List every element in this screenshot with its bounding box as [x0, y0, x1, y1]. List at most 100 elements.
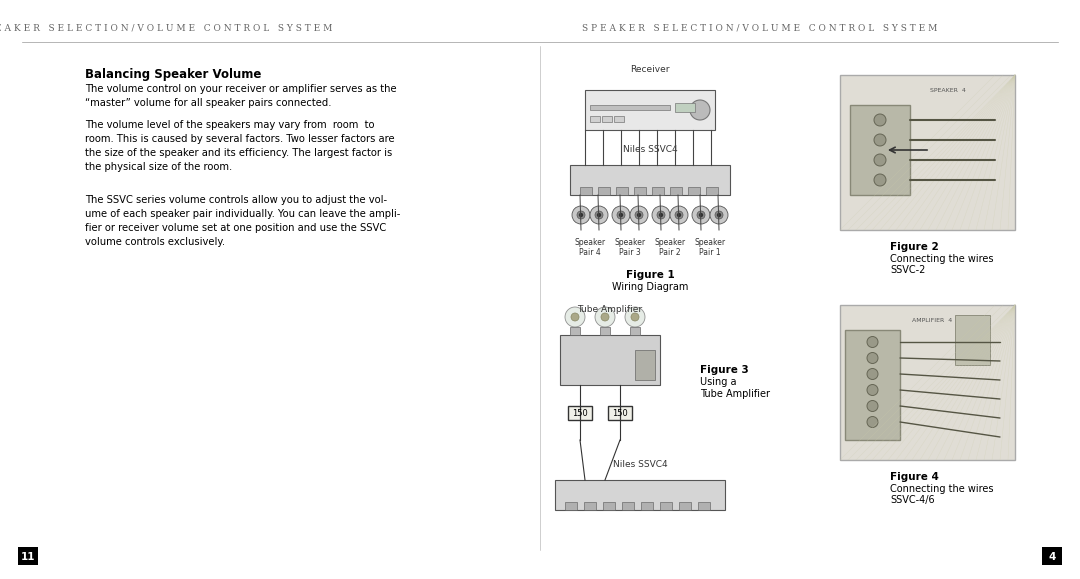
Bar	[679, 502, 691, 510]
Circle shape	[692, 206, 710, 224]
Bar	[555, 480, 725, 510]
Bar	[602, 116, 612, 122]
Circle shape	[867, 336, 878, 347]
Text: Speaker
Pair 2: Speaker Pair 2	[654, 238, 686, 258]
Bar	[18, 547, 38, 565]
Bar	[570, 327, 580, 335]
Bar	[660, 502, 672, 510]
Bar	[850, 105, 910, 195]
Bar	[580, 187, 592, 195]
Circle shape	[612, 206, 630, 224]
Bar	[840, 305, 1015, 460]
Bar	[630, 327, 640, 335]
Circle shape	[577, 211, 585, 219]
Text: SSVC-2: SSVC-2	[890, 265, 926, 275]
Text: Speaker
Pair 1: Speaker Pair 1	[694, 238, 726, 258]
Circle shape	[637, 214, 640, 217]
Bar	[670, 187, 681, 195]
Bar	[584, 502, 596, 510]
Bar	[622, 502, 634, 510]
Text: The SSVC series volume controls allow you to adjust the vol-
ume of each speaker: The SSVC series volume controls allow yo…	[85, 195, 401, 247]
Text: AMPLIFIER  4: AMPLIFIER 4	[913, 317, 953, 323]
Bar	[634, 187, 646, 195]
Bar	[565, 502, 577, 510]
Circle shape	[700, 214, 702, 217]
Text: Niles SSVC4: Niles SSVC4	[623, 145, 677, 154]
Text: The volume control on your receiver or amplifier serves as the
“master” volume f: The volume control on your receiver or a…	[85, 84, 396, 108]
Text: Balancing Speaker Volume: Balancing Speaker Volume	[85, 68, 261, 81]
Circle shape	[710, 206, 728, 224]
Bar	[590, 116, 600, 122]
Text: The volume level of the speakers may vary from  room  to
room. This is caused by: The volume level of the speakers may var…	[85, 120, 394, 172]
Bar	[675, 103, 696, 112]
Bar	[652, 187, 664, 195]
Circle shape	[874, 114, 886, 126]
Circle shape	[595, 211, 603, 219]
Text: Wiring Diagram: Wiring Diagram	[611, 282, 688, 292]
Text: Connecting the wires: Connecting the wires	[890, 254, 994, 264]
Bar	[561, 335, 660, 385]
Text: 150: 150	[612, 409, 627, 419]
Bar	[642, 502, 653, 510]
Circle shape	[600, 313, 609, 321]
Circle shape	[657, 211, 665, 219]
Circle shape	[867, 353, 878, 364]
Bar	[568, 406, 592, 420]
Circle shape	[660, 214, 662, 217]
Circle shape	[580, 214, 582, 217]
Bar	[615, 116, 624, 122]
Text: Figure 1: Figure 1	[625, 270, 674, 280]
Text: Tube Amplifier: Tube Amplifier	[700, 389, 770, 399]
Bar	[635, 350, 654, 380]
Circle shape	[874, 134, 886, 146]
Text: SPEAKER  4: SPEAKER 4	[930, 87, 966, 93]
Bar	[1042, 547, 1062, 565]
Text: S P E A K E R   S E L E C T I O N / V O L U M E   C O N T R O L   S Y S T E M: S P E A K E R S E L E C T I O N / V O L …	[582, 24, 937, 32]
Circle shape	[595, 307, 615, 327]
Text: 150: 150	[572, 409, 588, 419]
Circle shape	[874, 154, 886, 166]
Bar	[590, 105, 670, 110]
Bar	[845, 330, 900, 440]
Circle shape	[717, 214, 720, 217]
Text: Connecting the wires: Connecting the wires	[890, 484, 994, 494]
Circle shape	[670, 206, 688, 224]
Text: Speaker
Pair 3: Speaker Pair 3	[615, 238, 646, 258]
Bar	[603, 502, 615, 510]
Text: Speaker
Pair 4: Speaker Pair 4	[575, 238, 606, 258]
Circle shape	[597, 214, 600, 217]
Text: 11: 11	[21, 552, 36, 562]
Text: S P E A K E R   S E L E C T I O N / V O L U M E   C O N T R O L   S Y S T E M: S P E A K E R S E L E C T I O N / V O L …	[0, 24, 333, 32]
Circle shape	[565, 307, 585, 327]
Circle shape	[635, 211, 643, 219]
Circle shape	[625, 307, 645, 327]
Bar	[598, 187, 610, 195]
Circle shape	[590, 206, 608, 224]
Circle shape	[572, 206, 590, 224]
Circle shape	[677, 214, 680, 217]
Circle shape	[571, 313, 579, 321]
Bar	[688, 187, 700, 195]
Bar	[706, 187, 718, 195]
Circle shape	[675, 211, 683, 219]
Text: 4: 4	[1049, 552, 1055, 562]
Circle shape	[867, 384, 878, 395]
Bar	[570, 165, 730, 195]
Circle shape	[620, 214, 622, 217]
Text: Figure 2: Figure 2	[890, 242, 939, 252]
Bar	[600, 327, 610, 335]
Text: Using a: Using a	[700, 377, 737, 387]
Text: Tube Amplifier: Tube Amplifier	[578, 305, 643, 314]
Circle shape	[874, 174, 886, 186]
Circle shape	[630, 206, 648, 224]
Bar	[608, 406, 632, 420]
Circle shape	[867, 368, 878, 379]
Circle shape	[617, 211, 625, 219]
Text: Figure 4: Figure 4	[890, 472, 939, 482]
Circle shape	[715, 211, 723, 219]
Bar	[840, 75, 1015, 230]
Circle shape	[652, 206, 670, 224]
Text: Receiver: Receiver	[631, 65, 670, 74]
Text: SSVC-4/6: SSVC-4/6	[890, 495, 934, 505]
Bar	[955, 315, 990, 365]
